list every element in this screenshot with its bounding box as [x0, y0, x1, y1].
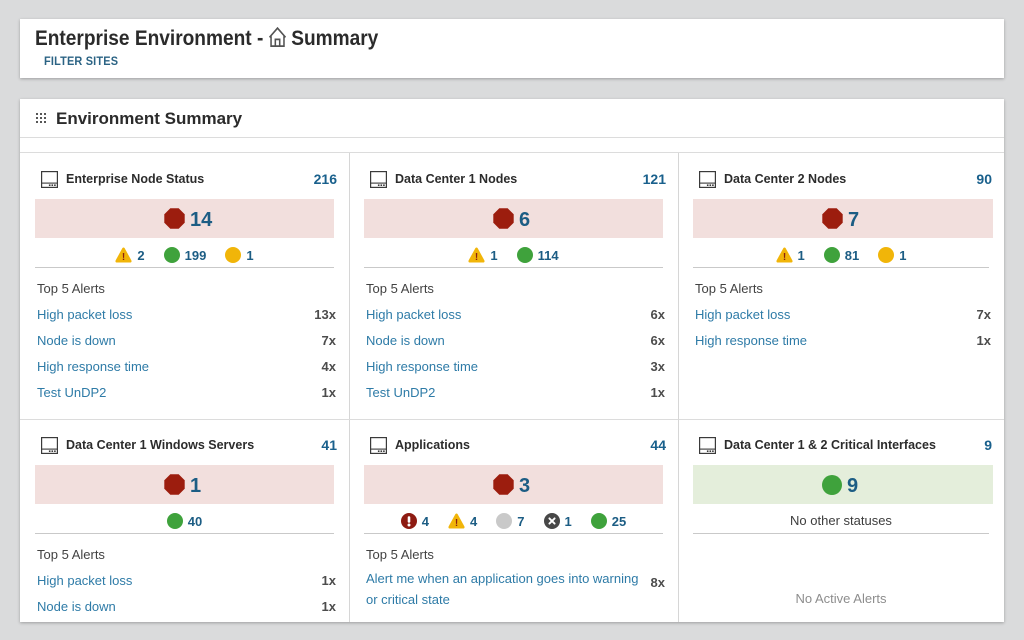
- svg-text:!: !: [782, 252, 785, 263]
- svg-text:!: !: [122, 252, 125, 263]
- svg-text:!: !: [475, 252, 478, 263]
- svg-text:!: !: [455, 518, 458, 529]
